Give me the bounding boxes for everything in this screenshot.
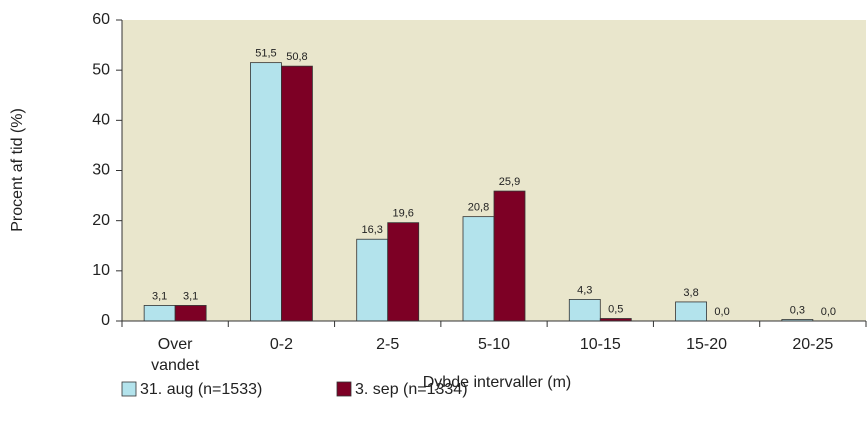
data-label: 4,3 — [577, 284, 592, 296]
y-tick-label: 60 — [92, 11, 110, 28]
data-label: 0,0 — [714, 306, 729, 318]
y-tick-label: 10 — [92, 262, 110, 279]
data-label: 0,5 — [608, 303, 623, 315]
x-axis-title: Dybde intervaller (m) — [423, 374, 571, 391]
y-tick-label: 20 — [92, 212, 110, 229]
data-label: 50,8 — [286, 51, 307, 63]
legend-swatch — [336, 381, 352, 397]
bar — [143, 305, 176, 322]
bar — [387, 222, 420, 322]
data-label: 0,0 — [821, 306, 836, 318]
data-label: 16,3 — [362, 224, 383, 236]
bar — [356, 238, 389, 322]
x-tick-label: 2-5 — [376, 336, 400, 353]
x-tick-label: 20-25 — [792, 336, 834, 353]
y-tick-label: 0 — [101, 312, 110, 329]
x-tick-label: 5-10 — [477, 336, 511, 353]
bar — [493, 190, 526, 322]
x-tick-label: Over vandet — [151, 336, 200, 374]
y-axis-title: Procent af tid (%) — [9, 108, 26, 232]
x-tick-label: 0-2 — [269, 336, 293, 353]
bar — [250, 62, 282, 322]
y-tick-label: 50 — [92, 61, 110, 78]
x-tick-label: 15-20 — [686, 336, 728, 353]
bar — [174, 305, 207, 322]
data-label: 19,6 — [393, 208, 414, 220]
legend-label: 3. sep (n=1334) — [355, 381, 468, 398]
legend-label: 31. aug (n=1533) — [140, 381, 262, 398]
data-label: 3,8 — [683, 287, 698, 299]
data-label: 51,5 — [255, 48, 276, 60]
data-label: 20,8 — [468, 202, 489, 214]
data-label: 3,1 — [152, 290, 167, 302]
bar — [675, 301, 707, 322]
data-label: 3,1 — [183, 290, 198, 302]
data-label: 25,9 — [499, 176, 520, 188]
legend-swatch — [121, 381, 137, 397]
data-label: 0,3 — [790, 304, 805, 316]
bar — [462, 216, 495, 322]
y-tick-label: 30 — [92, 162, 110, 179]
bar — [281, 65, 313, 322]
bar — [568, 299, 601, 322]
x-tick-label: 10-15 — [579, 336, 621, 353]
y-tick-label: 40 — [92, 112, 110, 129]
